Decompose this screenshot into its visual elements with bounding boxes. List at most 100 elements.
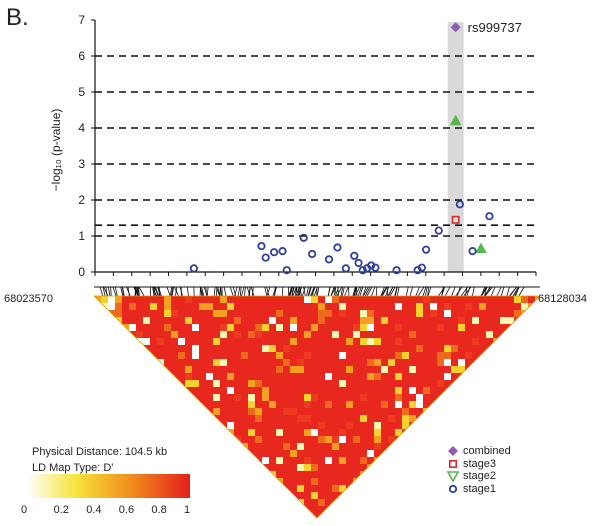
ld-cell xyxy=(178,303,185,310)
ld-cell xyxy=(94,436,101,443)
ld-cell xyxy=(157,345,164,352)
ld-cell xyxy=(304,373,311,380)
ld-cell xyxy=(192,373,199,380)
ld-cell xyxy=(318,471,325,478)
ld-cell xyxy=(94,310,101,317)
ld-cell xyxy=(276,310,283,317)
ld-cell xyxy=(325,471,332,478)
ld-cell xyxy=(248,401,255,408)
ld-cell xyxy=(535,324,540,331)
ld-cell xyxy=(423,331,430,338)
ld-cell xyxy=(325,345,332,352)
ld-cell xyxy=(458,317,465,324)
ld-cell xyxy=(143,394,150,401)
ld-cell xyxy=(241,485,248,492)
ld-cell xyxy=(444,331,451,338)
ld-cell xyxy=(479,324,486,331)
ld-cell xyxy=(437,457,444,464)
ld-cell xyxy=(528,387,535,394)
ld-cell xyxy=(136,408,143,415)
ld-cell xyxy=(101,394,108,401)
snp-tick xyxy=(307,286,311,297)
ld-cell xyxy=(353,338,360,345)
ld-cell xyxy=(346,415,353,422)
ld-cell xyxy=(220,331,227,338)
ld-cell xyxy=(157,331,164,338)
ld-cell xyxy=(171,401,178,408)
snp-tick xyxy=(229,286,234,297)
ld-cell xyxy=(94,408,101,415)
ld-cell xyxy=(507,296,514,303)
ld-cell xyxy=(360,380,367,387)
ld-cell xyxy=(164,373,171,380)
ld-cell xyxy=(227,513,234,518)
ld-cell xyxy=(241,436,248,443)
ld-cell xyxy=(395,471,402,478)
ld-cell xyxy=(444,401,451,408)
ld-cell xyxy=(451,338,458,345)
ld-cell xyxy=(241,464,248,471)
ld-cell xyxy=(472,366,479,373)
ld-cell xyxy=(164,296,171,303)
ld-cell xyxy=(339,450,346,457)
ld-cell xyxy=(297,464,304,471)
ld-cell xyxy=(381,499,388,506)
legend-marker xyxy=(446,471,460,483)
ld-cell xyxy=(416,464,423,471)
ld-cell xyxy=(430,422,437,429)
ld-cell xyxy=(283,338,290,345)
ld-cell xyxy=(388,422,395,429)
ld-cell xyxy=(297,296,304,303)
snp-tick xyxy=(364,286,371,297)
ld-cell xyxy=(360,422,367,429)
ld-cell xyxy=(220,443,227,450)
ld-cell xyxy=(514,499,521,506)
ld-cell xyxy=(192,401,199,408)
ld-cell xyxy=(297,338,304,345)
ld-cell xyxy=(479,513,486,518)
ld-cell xyxy=(339,499,346,506)
ld-cell xyxy=(234,436,241,443)
snp-tick xyxy=(394,286,398,297)
ld-cell xyxy=(493,352,500,359)
ld-cell xyxy=(94,422,101,429)
ld-cell xyxy=(304,303,311,310)
ld-cell xyxy=(353,485,360,492)
ld-cell xyxy=(528,331,535,338)
ld-cell xyxy=(458,359,465,366)
ld-cell xyxy=(458,345,465,352)
ld-cell xyxy=(465,380,472,387)
ld-cell xyxy=(241,310,248,317)
ld-cell xyxy=(297,499,304,506)
ld-cell xyxy=(437,471,444,478)
ld-cell xyxy=(430,429,437,436)
ld-cell xyxy=(297,471,304,478)
snp-tick xyxy=(480,286,486,297)
ld-cell xyxy=(311,331,318,338)
ld-cell xyxy=(255,408,262,415)
ld-cell xyxy=(444,310,451,317)
ld-cell xyxy=(234,373,241,380)
ld-cell xyxy=(248,338,255,345)
snp-tick xyxy=(232,286,237,297)
ld-cell xyxy=(136,366,143,373)
ld-cell xyxy=(150,296,157,303)
ld-cell xyxy=(150,331,157,338)
ld-cell xyxy=(157,394,164,401)
ld-cell xyxy=(304,380,311,387)
ld-cell xyxy=(479,317,486,324)
ld-cell xyxy=(290,471,297,478)
ld-cell xyxy=(241,478,248,485)
ld-cell xyxy=(346,317,353,324)
ld-cell xyxy=(500,513,507,518)
ld-cell xyxy=(353,506,360,513)
ld-cell xyxy=(409,303,416,310)
ld-cell xyxy=(493,422,500,429)
ld-cell xyxy=(381,492,388,499)
ld-cell xyxy=(451,387,458,394)
ld-cell xyxy=(213,380,220,387)
ld-cell xyxy=(451,429,458,436)
ld-cell xyxy=(311,317,318,324)
ld-cell xyxy=(409,324,416,331)
ld-cell xyxy=(346,331,353,338)
